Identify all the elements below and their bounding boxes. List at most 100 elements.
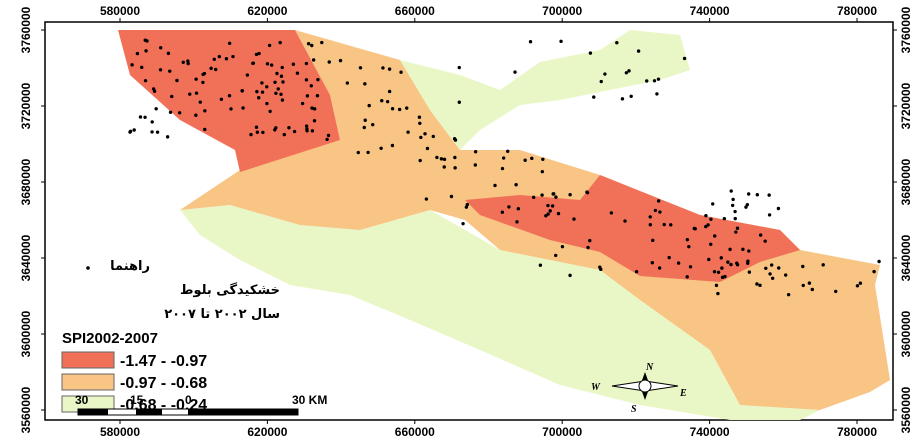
dieback-point [249,132,253,137]
dieback-point [507,205,511,209]
dieback-point [515,220,519,224]
dieback-point [418,158,422,163]
dieback-point [763,239,767,243]
y-tick-label: 3720000 [19,82,33,129]
dieback-point [203,109,207,113]
dieback-point [541,157,545,161]
dieback-point [128,129,133,133]
dieback-point [801,264,805,269]
dieback-point [777,266,781,270]
dieback-point [776,206,781,211]
dieback-point [588,238,592,243]
dieback-point [709,217,713,221]
dieback-point [315,94,320,98]
dieback-point [269,63,274,67]
dieback-point [439,157,444,161]
dieback-point [150,120,154,124]
dieback-point [531,195,536,200]
dieback-point [265,101,269,106]
dieback-point [311,58,316,62]
dieback-point [265,85,269,89]
dieback-point [282,132,286,137]
scale-label: 30 KM [292,393,327,407]
dieback-point [550,204,555,208]
dieback-point [260,81,264,85]
dieback-point [745,202,750,207]
dieback-point [627,69,631,73]
dieback-point [687,244,691,249]
dieback-point [810,287,815,292]
legend-swatch [61,373,115,391]
x-tick-label: 740000 [690,4,730,18]
dieback-point [461,221,465,226]
dieback-point [457,100,461,104]
y-tick-label: 3640000 [19,234,33,281]
legend-point-label: خشکیدگی بلوط [180,282,280,298]
dieback-point [733,216,737,221]
dieback-point [629,94,633,98]
dieback-point [300,101,305,106]
dieback-point [240,88,245,93]
dieback-point [423,132,427,136]
dieback-point [170,94,174,99]
dieback-point [546,203,550,208]
dieback-point [473,150,478,154]
dieback-point [544,214,548,218]
dieback-point [135,51,140,56]
dieback-point [834,289,838,294]
dieback-point [568,273,572,278]
dieback-point [281,80,285,84]
dieback-point [419,135,423,140]
dieback-point [548,209,552,213]
legend-title: راهنما [110,259,150,274]
dieback-point [624,71,629,75]
dieback-point [181,60,185,64]
dieback-point [159,46,163,50]
dieback-point [720,275,725,280]
dieback-point [261,130,265,135]
dieback-point [764,266,768,270]
dieback-point [554,253,558,258]
dieback-point [194,91,199,95]
dieback-point [636,49,641,53]
dieback-point [746,192,751,196]
dieback-point [712,270,717,274]
dieback-point [592,95,596,99]
dieback-point [473,163,478,167]
dieback-point [140,65,144,70]
y-tick-label: 3680000 [899,158,913,205]
dieback-point [733,209,737,214]
dieback-point [309,84,313,88]
dieback-point [224,57,229,61]
dieback-point [767,213,772,217]
dieback-point [278,40,282,45]
dieback-point [449,194,454,199]
dieback-point [385,99,390,104]
dieback-point [424,197,429,201]
dieback-point [523,158,527,162]
dieback-point [390,143,395,148]
dieback-point [310,129,315,133]
dieback-point [568,192,572,197]
dieback-point [688,265,693,269]
dieback-point [406,130,410,134]
dieback-point [166,51,171,56]
dieback-point [821,263,825,267]
dieback-point [227,41,232,45]
dieback-point [506,149,510,153]
dieback-point [572,217,576,221]
dieback-point [168,69,172,73]
dieback-point [719,256,723,260]
dieback-point [620,97,625,101]
dieback-point [130,63,134,67]
dieback-point [381,66,385,70]
dieback-point [295,71,300,75]
dieback-point [435,155,439,160]
dieback-point [380,99,384,103]
dieback-point [858,281,863,285]
dieback-point [312,107,317,111]
dieback-point [453,155,457,160]
dieback-point [431,134,435,139]
dieback-point [275,71,279,76]
scale-label: 15 [130,393,144,407]
